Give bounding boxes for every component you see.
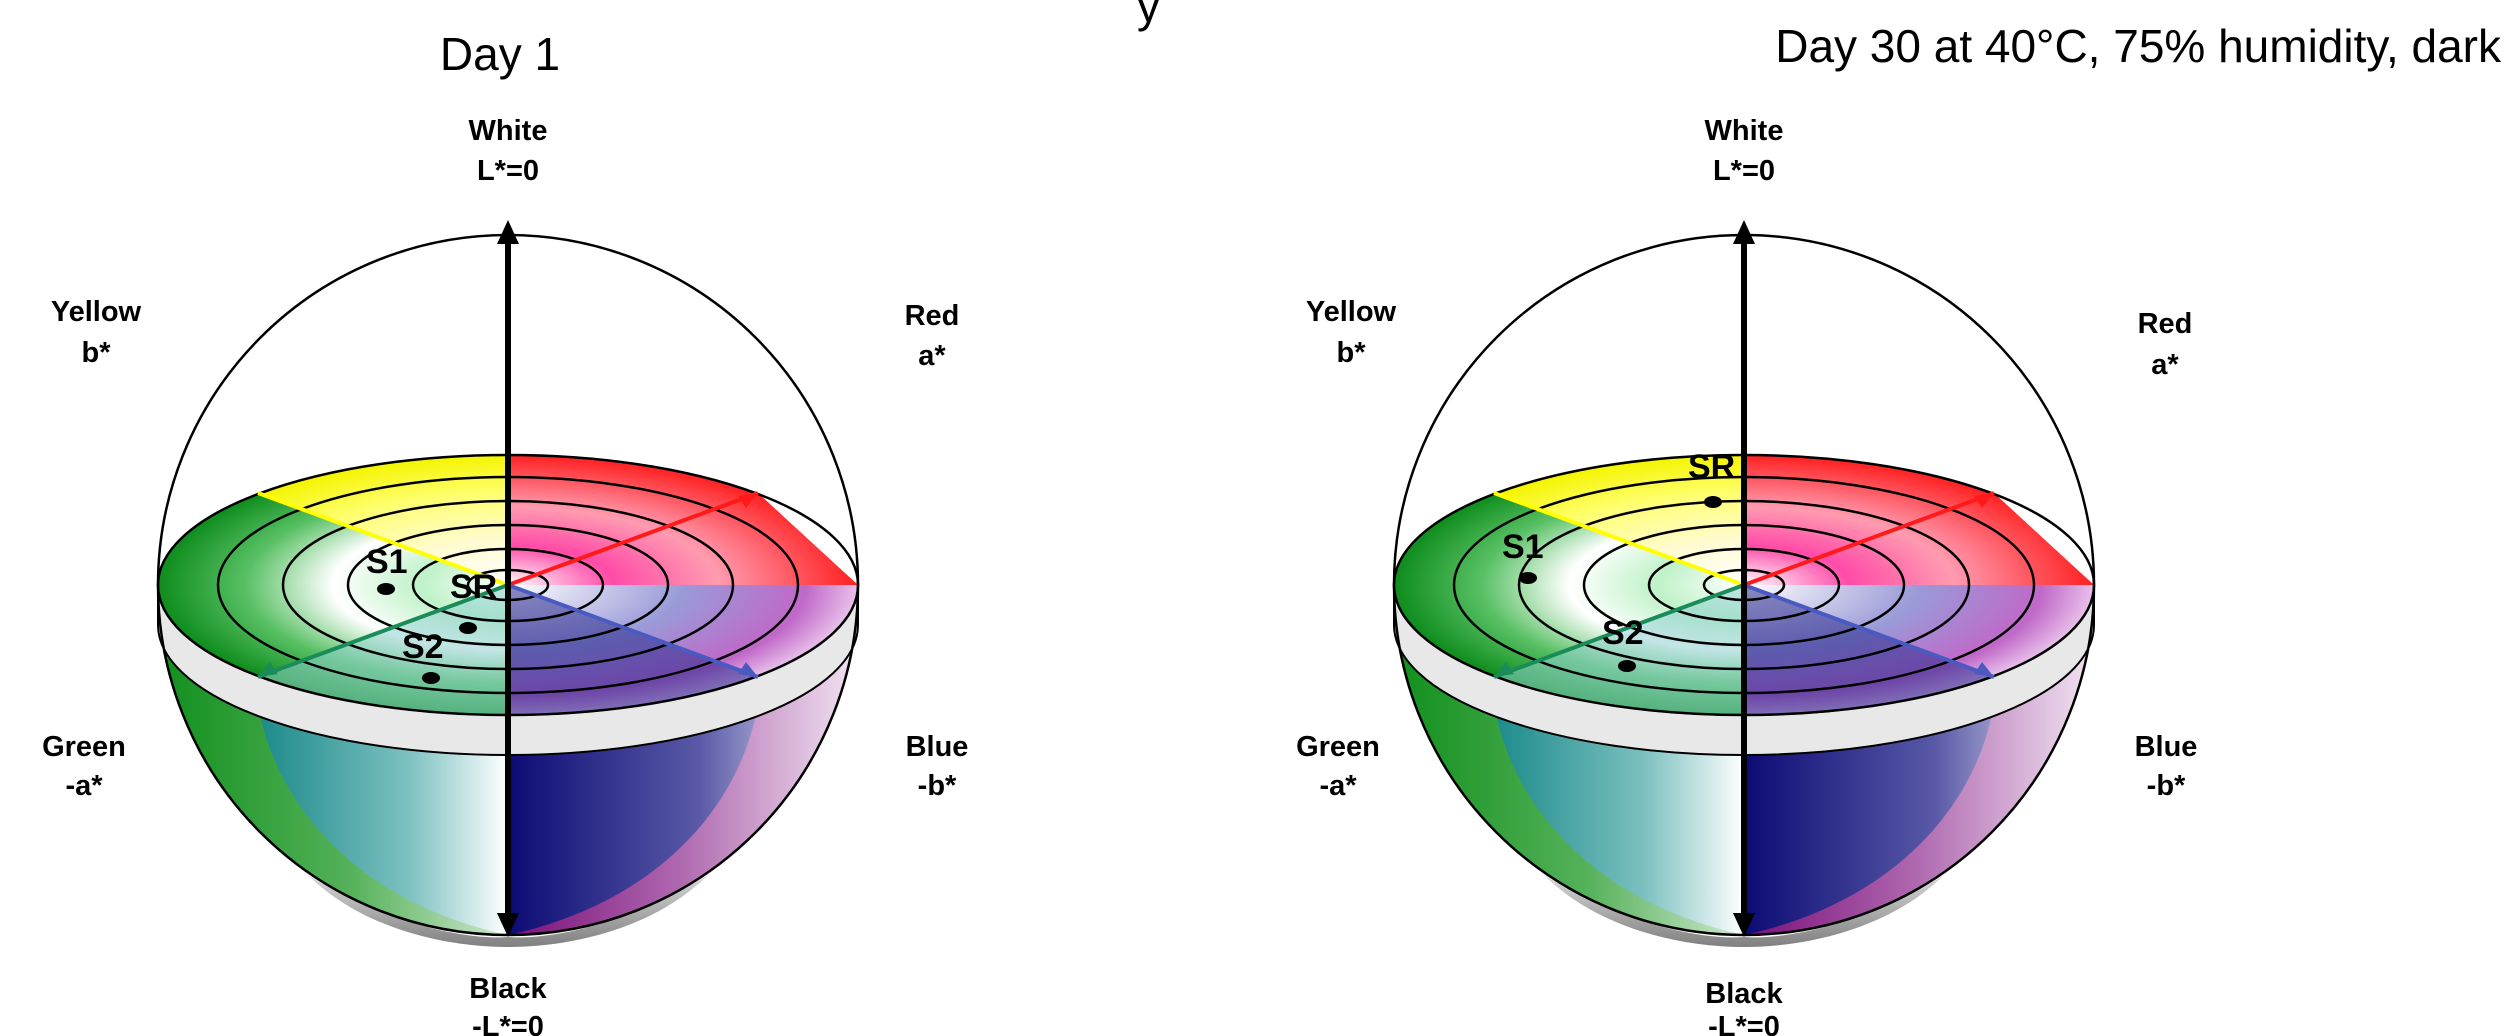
- label-black: Black -L*=0: [469, 973, 547, 1036]
- sample-point-s1: S1: [366, 543, 408, 595]
- svg-text:S2: S2: [1602, 614, 1644, 652]
- label-blue: Blue -b*: [2135, 731, 2198, 802]
- svg-text:White: White: [469, 115, 548, 147]
- sample-point-sr: SR: [450, 568, 497, 634]
- svg-text:Red: Red: [905, 300, 960, 332]
- panel-day-30: Day 30 at 40°C, 75% humidity, dark: [1296, 20, 2502, 1036]
- label-green: Green -a*: [42, 731, 126, 802]
- label-blue: Blue -b*: [906, 731, 969, 802]
- svg-text:L*=0: L*=0: [1713, 155, 1775, 187]
- cropped-heading-fragment: y: [1137, 0, 1160, 32]
- svg-text:Green: Green: [1296, 731, 1380, 763]
- label-white: White L*=0: [1705, 115, 1784, 187]
- svg-text:Yellow: Yellow: [1306, 296, 1397, 328]
- svg-text:SR: SR: [1688, 448, 1735, 486]
- svg-text:SR: SR: [450, 568, 497, 606]
- svg-text:Blue: Blue: [2135, 731, 2198, 763]
- svg-text:-L*=0: -L*=0: [472, 1011, 544, 1036]
- label-red: Red a*: [2138, 308, 2193, 381]
- sample-point-sr: SR: [1688, 448, 1735, 508]
- svg-text:a*: a*: [918, 340, 946, 372]
- svg-text:S2: S2: [402, 628, 444, 666]
- svg-text:b*: b*: [82, 337, 112, 369]
- label-yellow: Yellow b*: [1306, 296, 1397, 369]
- svg-text:Yellow: Yellow: [51, 296, 142, 328]
- svg-text:Black: Black: [469, 973, 547, 1005]
- sample-point-s1: S1: [1502, 528, 1544, 584]
- sample-point-s2: S2: [402, 628, 444, 684]
- svg-text:b*: b*: [1337, 337, 1367, 369]
- label-green: Green -a*: [1296, 731, 1380, 802]
- panel-day-1: Day 1: [42, 28, 968, 1036]
- label-yellow: Yellow b*: [51, 296, 142, 369]
- svg-text:a*: a*: [2151, 349, 2179, 381]
- svg-text:Black: Black: [1705, 978, 1783, 1010]
- svg-text:-b*: -b*: [2147, 770, 2186, 802]
- svg-text:-a*: -a*: [1319, 770, 1357, 802]
- panel-title: Day 30 at 40°C, 75% humidity, dark: [1775, 20, 2502, 72]
- svg-text:Green: Green: [42, 731, 126, 763]
- svg-text:-b*: -b*: [918, 770, 957, 802]
- svg-text:L*=0: L*=0: [477, 155, 539, 187]
- svg-text:Blue: Blue: [906, 731, 969, 763]
- svg-text:Red: Red: [2138, 308, 2193, 340]
- svg-text:White: White: [1705, 115, 1784, 147]
- label-red: Red a*: [905, 300, 960, 372]
- panel-title: Day 1: [440, 28, 560, 80]
- svg-text:S1: S1: [366, 543, 408, 581]
- sample-point-s2: S2: [1602, 614, 1644, 672]
- svg-text:S1: S1: [1502, 528, 1544, 566]
- label-white: White L*=0: [469, 115, 548, 187]
- color-sphere: [1392, 220, 2096, 947]
- color-sphere: [156, 220, 860, 947]
- svg-text:-L*=0: -L*=0: [1708, 1011, 1780, 1036]
- svg-text:-a*: -a*: [65, 770, 103, 802]
- label-black: Black -L*=0: [1705, 978, 1783, 1036]
